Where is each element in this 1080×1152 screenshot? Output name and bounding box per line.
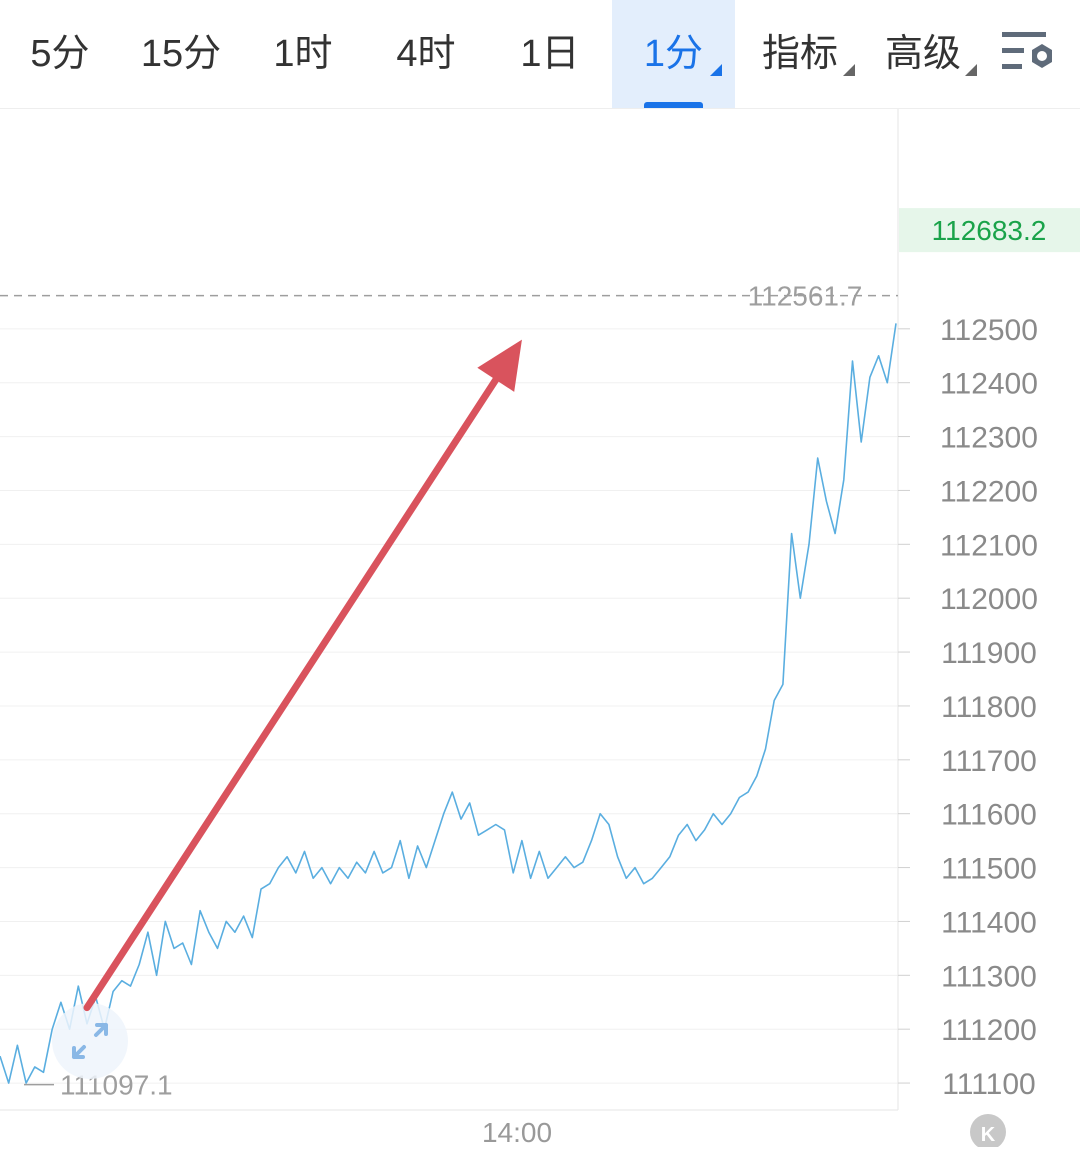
y-tick-label: 112200: [940, 475, 1038, 508]
tab-label: 1时: [273, 33, 333, 75]
y-tick-label: 111800: [941, 691, 1037, 724]
trend-arrow-head: [477, 339, 522, 392]
tab-15m[interactable]: 15分: [120, 0, 242, 108]
tab-label: 15分: [140, 33, 222, 75]
x-tick-label: 14:00: [482, 1117, 552, 1147]
y-tick-label: 111400: [941, 906, 1037, 939]
price-chart-svg: 111100 111200 111300 111400 111500 111600 1117…: [0, 109, 1080, 1150]
indicators-menu[interactable]: 指标: [740, 0, 860, 108]
chart-settings-icon: [1002, 32, 1052, 69]
y-tick-label: 111900: [941, 637, 1037, 670]
chart-settings-button[interactable]: [1000, 28, 1060, 80]
tab-label: 5分: [30, 33, 90, 75]
y-tick-label: 111700: [941, 745, 1037, 778]
grid: [0, 328, 898, 1084]
price-chart[interactable]: 111100 111200 111300 111400 111500 111600 1117…: [0, 109, 1080, 1150]
dropdown-caret-icon: [965, 64, 977, 76]
fullscreen-icon[interactable]: [52, 1003, 128, 1079]
y-tick-label: 111100: [942, 1068, 1035, 1101]
price-axis: 111100 111200 111300 111400 111500 111600 1117…: [898, 314, 1038, 1101]
tab-label: 1分: [643, 33, 704, 75]
y-tick-label: 112500: [940, 314, 1038, 347]
menu-label: 高级: [884, 33, 961, 75]
scroll-latest-button[interactable]: K: [970, 1114, 1006, 1150]
active-tab-indicator: [644, 102, 703, 108]
timeframe-toolbar: 5分 15分 1时 4时 1日 1分 指标 高级: [0, 0, 1080, 109]
dropdown-caret-icon: [843, 64, 855, 76]
dropdown-caret-icon: [710, 64, 722, 76]
y-tick-label: 111200: [941, 1014, 1037, 1047]
y-tick-label: 112300: [940, 422, 1038, 455]
y-tick-label: 111500: [941, 853, 1037, 886]
reference-price-label: 112561.7: [748, 281, 863, 312]
advanced-menu[interactable]: 高级: [862, 0, 984, 108]
current-price-tag: [899, 208, 1080, 253]
y-tick-label: 112100: [940, 529, 1038, 562]
current-price-label: 112683.2: [932, 215, 1047, 246]
tab-1h[interactable]: 1时: [242, 0, 364, 108]
tab-1d[interactable]: 1日: [488, 0, 612, 108]
y-tick-label: 112000: [940, 583, 1038, 616]
tab-label: 1日: [520, 33, 580, 75]
y-tick-label: 111300: [941, 960, 1037, 993]
price-series-line: [0, 323, 897, 1084]
tab-4h[interactable]: 4时: [364, 0, 488, 108]
tab-5m[interactable]: 5分: [0, 0, 120, 108]
scroll-latest-icon: K: [981, 1124, 996, 1146]
tab-1m[interactable]: 1分: [612, 0, 735, 108]
tab-label: 4时: [396, 33, 456, 75]
menu-label: 指标: [761, 33, 838, 75]
y-tick-label: 111600: [941, 799, 1037, 832]
trend-arrow-shaft: [83, 372, 502, 1012]
y-tick-label: 112400: [940, 368, 1038, 401]
